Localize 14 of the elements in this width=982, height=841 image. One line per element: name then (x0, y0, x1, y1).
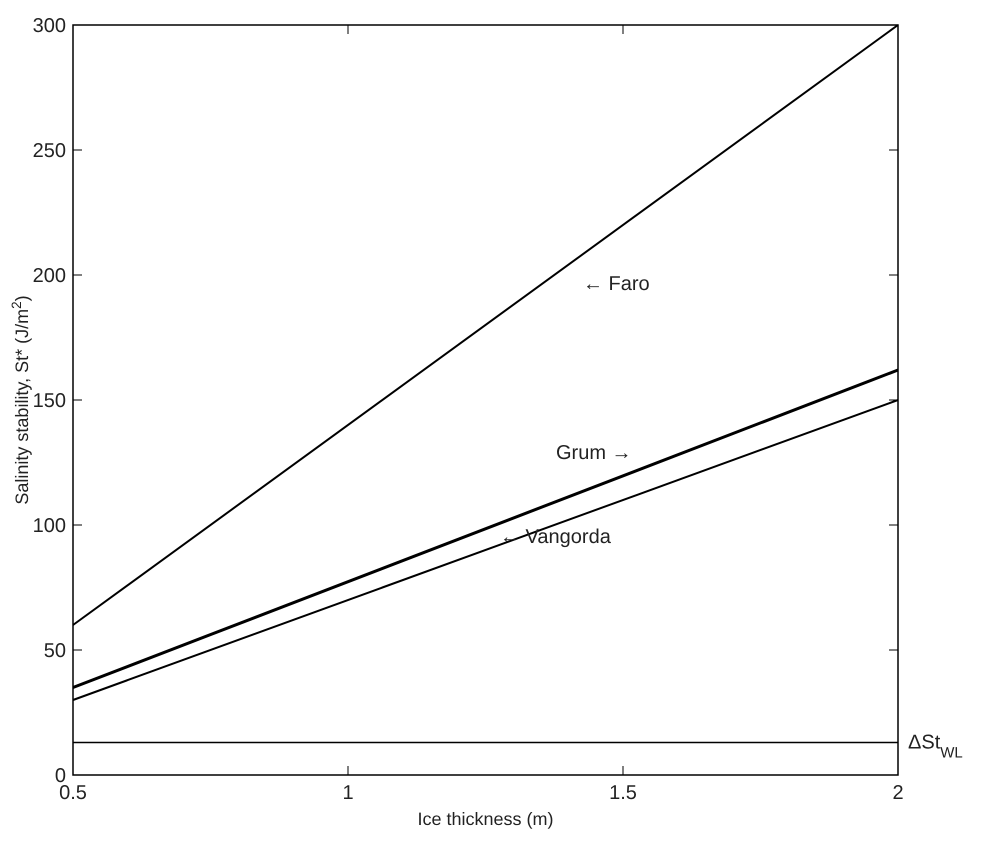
x-tick-label: 1 (342, 782, 354, 804)
y-tick-label: 150 (32, 390, 66, 412)
y-tick-label: 50 (44, 640, 66, 662)
y-tick-label: 300 (32, 15, 66, 37)
y-tick-label: 100 (32, 515, 66, 537)
x-tick-label: 0.5 (59, 782, 87, 804)
x-tick-label: 1.5 (609, 782, 637, 804)
x-axis-title: Ice thickness (m) (417, 809, 554, 829)
y-tick-label: 200 (32, 265, 66, 287)
x-tick-label: 2 (892, 782, 904, 804)
y-tick-label: 250 (32, 140, 66, 162)
ref-line-label: ΔSt$_{WL}$ (908, 732, 963, 761)
annotation: ← Faro (583, 273, 650, 295)
annotation: Grum → (556, 442, 632, 464)
